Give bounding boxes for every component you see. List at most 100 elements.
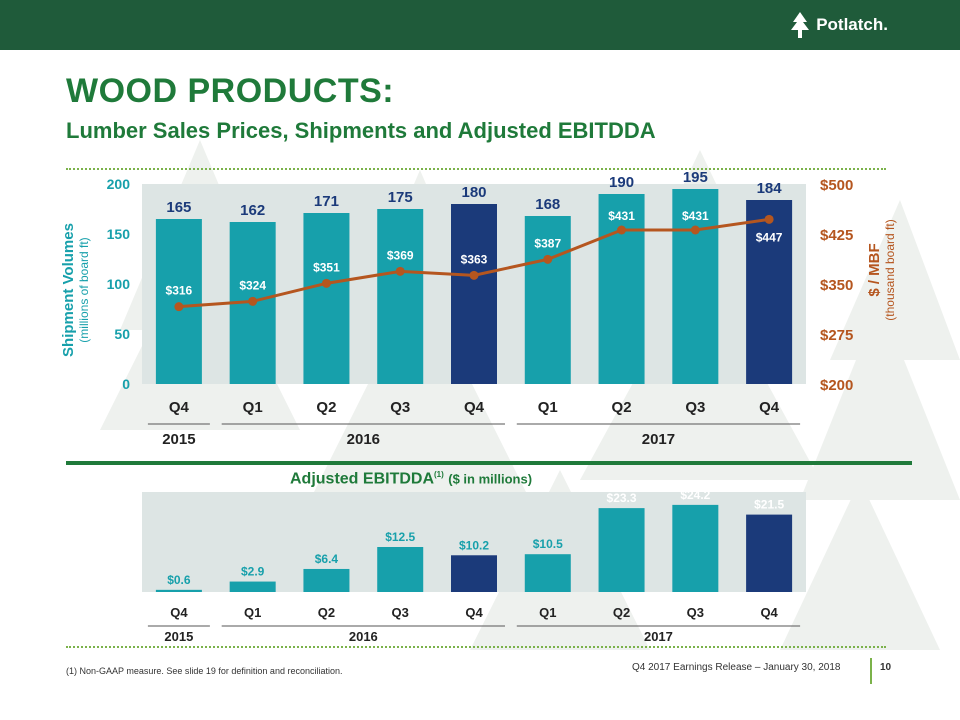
ebitdda-value-label: $21.5 xyxy=(754,498,784,512)
price-value-label: $431 xyxy=(608,209,635,223)
ebitdda-title: Adjusted EBITDDA(1) ($ in millions) xyxy=(290,470,532,488)
price-value-label: $363 xyxy=(461,252,488,266)
price-value-label: $431 xyxy=(682,209,709,223)
price-value-label: $447 xyxy=(756,230,783,244)
right-tick-label: $350 xyxy=(820,277,853,294)
price-point xyxy=(690,225,700,235)
ebitdda-footnote-mark: (1) xyxy=(434,470,444,479)
ebitdda-bar xyxy=(524,554,571,592)
ebitdda-value-label: $10.5 xyxy=(533,537,563,551)
potlatch-logo: Potlatch. xyxy=(790,12,888,38)
price-point xyxy=(174,302,184,312)
left-tick-label: 50 xyxy=(114,326,130,342)
shipment-bar xyxy=(746,200,793,384)
ebitdda-value-label: $24.2 xyxy=(680,488,710,502)
x-tick-label: Q1 xyxy=(243,399,263,416)
ebitdda-bar xyxy=(303,568,350,592)
shipment-value-label: 195 xyxy=(683,169,708,186)
year-label: 2016 xyxy=(347,431,380,448)
price-point xyxy=(543,254,553,264)
divider-bottom xyxy=(66,646,886,648)
tree-logo-icon xyxy=(791,12,810,38)
x-tick-label: Q4 xyxy=(169,399,190,416)
shipment-bar xyxy=(303,213,350,384)
ebitdda-bar xyxy=(451,555,497,592)
ebitdda-value-label: $10.2 xyxy=(459,538,489,552)
shipment-bar xyxy=(451,204,497,384)
right-tick-label: $275 xyxy=(820,327,853,344)
shipment-value-label: 171 xyxy=(314,193,339,210)
ebitdda-x-tick-label: Q3 xyxy=(687,605,704,620)
release-info: Q4 2017 Earnings Release – January 30, 2… xyxy=(632,662,841,673)
price-point xyxy=(764,214,774,224)
shipment-bar xyxy=(155,219,202,384)
price-point xyxy=(248,296,258,306)
ebitdda-bar xyxy=(229,581,276,592)
left-tick-label: 0 xyxy=(122,376,130,392)
footer-accent-bar xyxy=(870,658,872,684)
x-tick-label: Q2 xyxy=(316,399,336,416)
right-tick-label: $200 xyxy=(820,377,853,394)
year-label: 2017 xyxy=(642,431,675,448)
ebitdda-x-tick-label: Q4 xyxy=(170,605,188,620)
x-tick-label: Q1 xyxy=(538,399,558,416)
page-number: 10 xyxy=(880,662,892,673)
shipment-bar xyxy=(524,216,571,384)
ebitdda-x-tick-label: Q3 xyxy=(392,605,409,620)
ebitdda-label: Adjusted EBITDDA xyxy=(290,470,434,488)
price-value-label: $369 xyxy=(387,248,414,262)
x-tick-label: Q4 xyxy=(759,399,780,416)
year-label: 2015 xyxy=(162,431,195,448)
shipment-bar xyxy=(672,189,719,384)
divider-top xyxy=(66,168,886,170)
price-value-label: $316 xyxy=(166,284,193,298)
left-tick-label: 200 xyxy=(107,176,131,192)
x-tick-label: Q4 xyxy=(464,399,485,416)
price-point xyxy=(617,225,627,235)
ebitdda-year-label: 2016 xyxy=(349,629,378,644)
ebitdda-bar xyxy=(155,589,202,592)
shipment-value-label: 190 xyxy=(609,174,634,191)
shipment-value-label: 184 xyxy=(757,180,783,197)
x-tick-label: Q2 xyxy=(612,399,632,416)
logo-text: Potlatch. xyxy=(816,15,888,34)
page-subtitle: Lumber Sales Prices, Shipments and Adjus… xyxy=(66,118,656,143)
ebitdda-bar xyxy=(598,508,645,592)
price-value-label: $351 xyxy=(313,260,340,274)
x-tick-label: Q3 xyxy=(390,399,410,416)
ebitdda-x-tick-label: Q4 xyxy=(465,605,483,620)
ebitdda-bar xyxy=(672,504,719,592)
page-title: WOOD PRODUCTS: xyxy=(66,72,395,110)
price-value-label: $324 xyxy=(239,278,266,292)
ebitdda-value-label: $2.9 xyxy=(241,565,265,579)
shipment-value-label: 165 xyxy=(166,199,191,216)
ebitdda-value-label: $12.5 xyxy=(385,530,415,544)
shipment-value-label: 162 xyxy=(240,202,265,219)
shipment-value-label: 168 xyxy=(535,196,560,213)
ebitdda-year-label: 2015 xyxy=(164,629,193,644)
price-point xyxy=(469,270,479,280)
right-tick-label: $500 xyxy=(820,177,853,194)
shipment-value-label: 180 xyxy=(461,184,486,201)
price-point xyxy=(321,278,331,288)
ebitdda-bar xyxy=(377,547,424,592)
shipment-bar xyxy=(377,209,424,384)
ebitdda-x-tick-label: Q1 xyxy=(244,605,261,620)
ebitdda-value-label: $23.3 xyxy=(607,491,637,505)
ebitdda-value-label: $6.4 xyxy=(315,552,339,566)
ebitdda-year-label: 2017 xyxy=(644,629,673,644)
ebitdda-x-tick-label: Q2 xyxy=(318,605,335,620)
price-point xyxy=(395,266,405,276)
ebitdda-x-tick-label: Q4 xyxy=(760,605,778,620)
footnote: (1) Non-GAAP measure. See slide 19 for d… xyxy=(66,666,343,676)
ebitdda-bar xyxy=(746,514,793,592)
shipment-value-label: 175 xyxy=(388,189,413,206)
right-tick-label: $425 xyxy=(820,227,853,244)
ebitdda-x-tick-label: Q2 xyxy=(613,605,630,620)
ebitdda-value-label: $0.6 xyxy=(167,573,191,587)
left-tick-label: 150 xyxy=(107,226,131,242)
x-tick-label: Q3 xyxy=(685,399,705,416)
ebitdda-x-tick-label: Q1 xyxy=(539,605,556,620)
